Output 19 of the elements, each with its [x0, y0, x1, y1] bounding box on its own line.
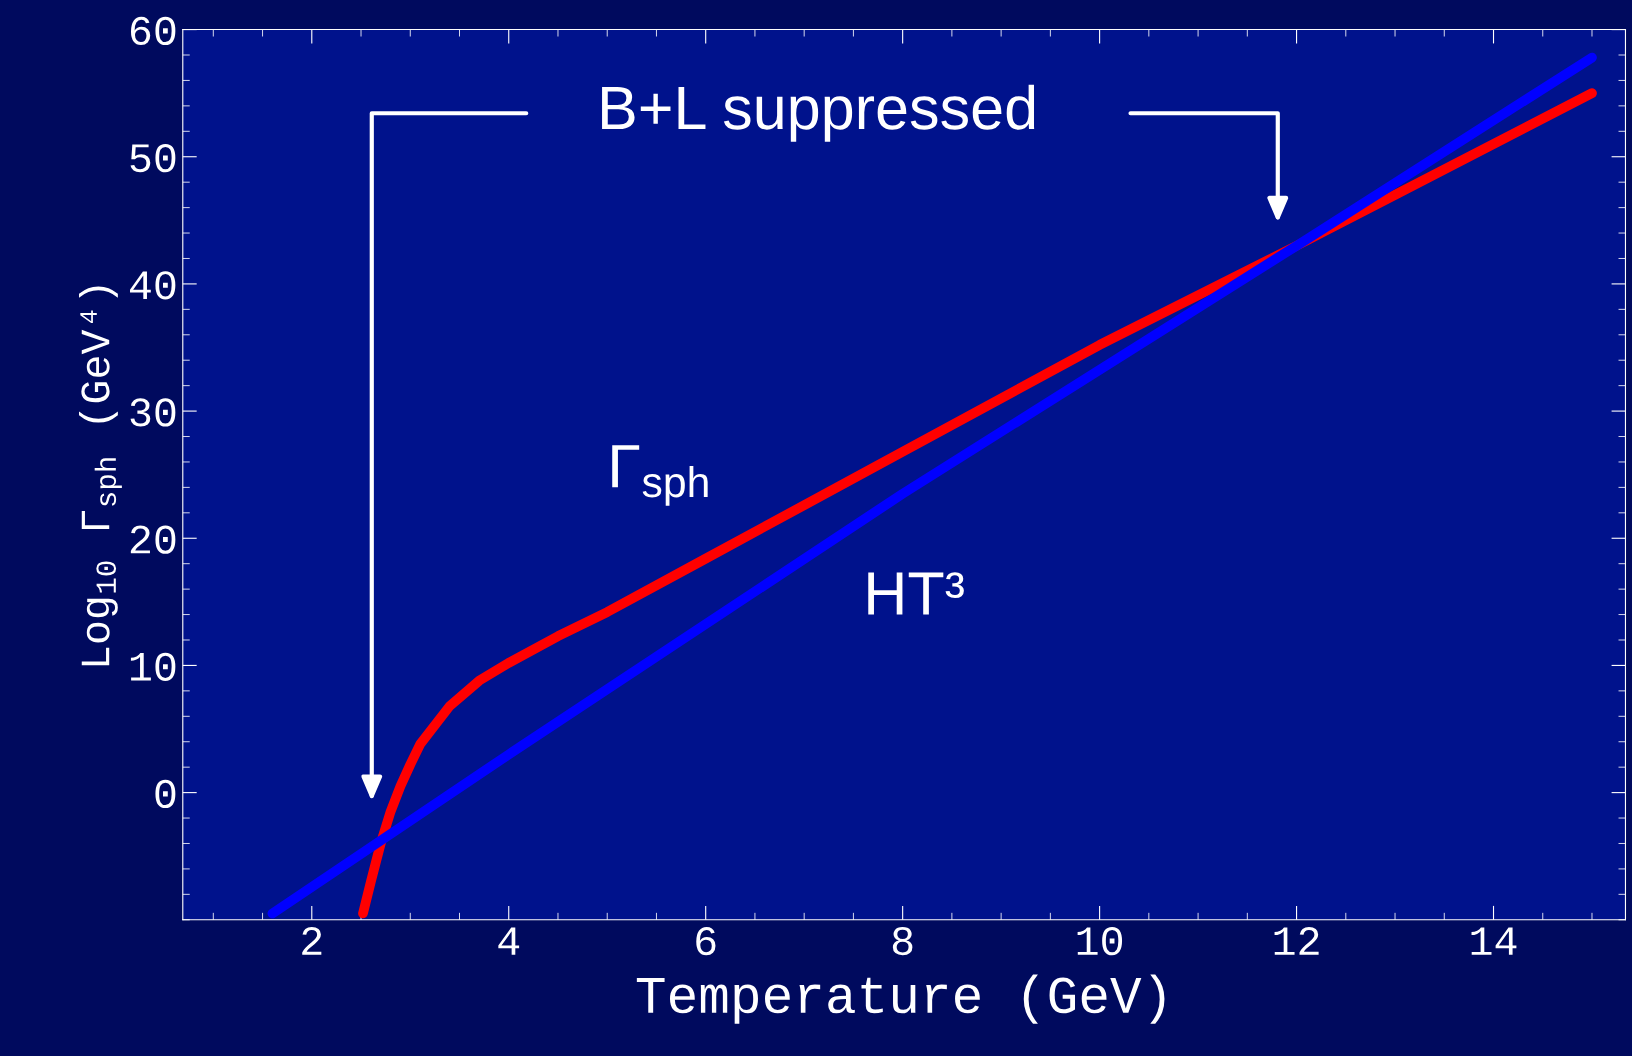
- x-tick-label: 14: [1471, 927, 1517, 955]
- x-tick-label: 12: [1274, 926, 1319, 955]
- series-label: Γ$_{sph}$: [612, 445, 708, 506]
- y-tick-label: 30: [130, 398, 176, 427]
- y-tick-label: 20: [130, 525, 176, 554]
- text: Log$_{10}$ Γ$_{sph}$ (GeV⁴): [79, 286, 122, 666]
- x-tick-label: 10: [1077, 926, 1123, 956]
- x-tick-label: 2: [302, 926, 322, 955]
- x-tick-label: 4: [498, 927, 520, 955]
- y-tick-label: 50: [130, 143, 176, 173]
- y-tick-label: 40: [130, 271, 176, 300]
- x-tick-label: 6: [696, 926, 716, 956]
- y-tick-label: 60: [130, 16, 176, 46]
- y-tick-label: 10: [130, 652, 176, 681]
- annotation: B+L suppressed: [602, 84, 1035, 142]
- series-label: HT³: [868, 572, 964, 615]
- x-tick-label: 8: [892, 926, 913, 956]
- x-axis-title: Temperature (GeV): [636, 974, 1165, 1024]
- y-tick-label: 0: [155, 779, 176, 809]
